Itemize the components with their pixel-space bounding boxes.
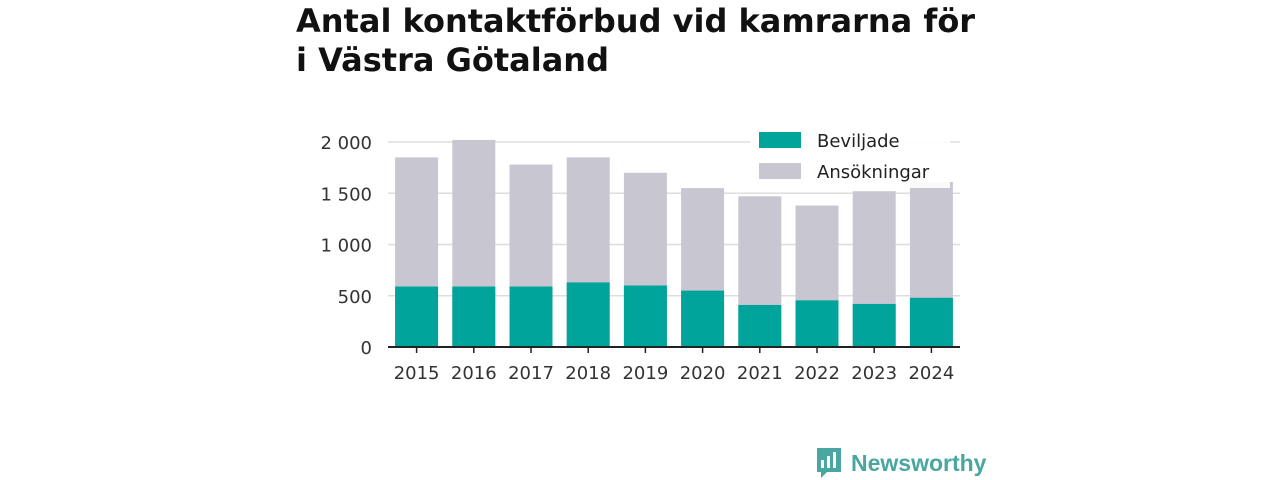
x-tick-label: 2024: [908, 363, 954, 384]
bar-beviljade-2022: [795, 300, 839, 347]
bars: [395, 139, 953, 347]
x-tick-label: 2020: [680, 363, 726, 384]
x-tick-label: 2017: [508, 363, 554, 384]
y-tick-label: 1 500: [320, 184, 372, 205]
x-tick-label: 2015: [394, 363, 440, 384]
chart-title: Antal kontaktförbud vid kamrarna för i V…: [296, 2, 976, 79]
y-tick-label: 1 000: [320, 236, 372, 257]
legend-label: Ansökningar: [817, 162, 930, 183]
brand-name: Newsworthy: [851, 449, 987, 476]
x-tick-label: 2018: [565, 363, 611, 384]
legend: Beviljade Ansökningar: [750, 122, 950, 188]
y-tick-label: 500: [338, 287, 372, 308]
bar-beviljade-2019: [623, 285, 667, 347]
x-tick-label: 2023: [851, 363, 897, 384]
bar-beviljade-2023: [852, 303, 896, 347]
bar-beviljade-2021: [738, 304, 782, 347]
y-tick-label: 2 000: [320, 133, 372, 154]
bar-beviljade-2024: [909, 297, 953, 347]
x-tick-label: 2022: [794, 363, 840, 384]
bar-beviljade-2017: [509, 286, 553, 347]
bar-chart-speech-bubble-icon: [817, 448, 841, 478]
legend-swatch: [759, 163, 801, 179]
axes: 0 500 1 000 1 500 2 000 2015 2016 2017 2018 2019 2…: [320, 133, 960, 384]
brand-logo: Newsworthy: [815, 446, 986, 480]
x-tick-label: 2016: [451, 363, 497, 384]
bar-beviljade-2016: [452, 286, 496, 347]
bar-beviljade-2018: [566, 282, 610, 347]
legend-label: Beviljade: [817, 131, 900, 152]
y-tick-label: 0: [361, 338, 372, 359]
x-tick-label: 2021: [737, 363, 783, 384]
x-tick-label: 2019: [622, 363, 668, 384]
bar-beviljade-2020: [681, 290, 725, 347]
bar-beviljade-2015: [395, 286, 439, 347]
legend-swatch: [759, 132, 801, 148]
